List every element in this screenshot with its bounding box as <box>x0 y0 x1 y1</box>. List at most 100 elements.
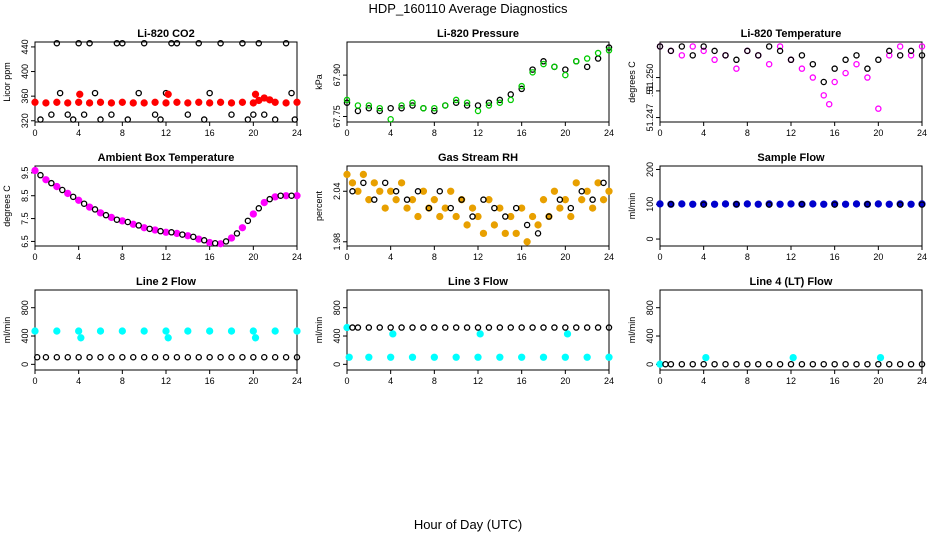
figure-title: HDP_160110 Average Diagnostics <box>368 1 568 16</box>
data-point <box>238 98 247 106</box>
data-point <box>365 102 373 109</box>
data-point <box>398 324 405 331</box>
data-point <box>656 200 664 208</box>
x-tick-label: 16 <box>205 128 215 138</box>
data-point <box>389 330 397 338</box>
data-point <box>31 166 39 175</box>
data-point <box>754 200 762 208</box>
data-point <box>562 324 569 331</box>
data-point <box>491 204 498 212</box>
data-point <box>567 204 575 212</box>
x-tick-label: 4 <box>388 252 393 262</box>
data-point <box>678 200 686 208</box>
x-tick-label: 12 <box>161 376 171 386</box>
x-tick-label: 16 <box>205 376 215 386</box>
y-tick-label: 800 <box>645 300 655 315</box>
data-point <box>173 229 181 238</box>
data-point <box>371 196 378 203</box>
chart-panel: Li-820 CO2 Licor ppm 0 4 8 12 16 20 24 320 360 400 4… <box>2 28 302 138</box>
chart-title: Li-820 Pressure <box>437 28 519 40</box>
data-point <box>551 324 558 331</box>
data-point <box>507 96 514 104</box>
y-axis-label: ml/min <box>627 317 637 344</box>
data-point <box>222 238 230 245</box>
y-tick-label: 360 <box>20 89 30 104</box>
x-tick-label: 8 <box>432 376 437 386</box>
data-point <box>896 360 904 368</box>
data-point <box>678 360 686 368</box>
x-tick-label: 0 <box>344 128 349 138</box>
x-tick-label: 0 <box>657 128 662 138</box>
data-point <box>476 330 484 338</box>
data-point <box>733 201 740 208</box>
data-point <box>539 353 548 361</box>
x-tick-label: 20 <box>560 128 570 138</box>
data-point <box>583 187 591 195</box>
data-point <box>53 39 61 47</box>
data-point <box>91 89 99 97</box>
x-tick-label: 16 <box>830 128 840 138</box>
y-axis-label: percent <box>314 190 324 221</box>
data-point <box>53 327 61 335</box>
data-point <box>140 99 148 107</box>
data-point <box>809 200 817 208</box>
x-tick-label: 8 <box>120 376 125 386</box>
data-point <box>425 204 433 212</box>
data-point <box>228 111 235 118</box>
data-point <box>354 107 362 115</box>
data-point <box>820 200 828 208</box>
data-point <box>485 102 493 109</box>
data-point <box>589 196 596 203</box>
data-point <box>200 116 208 123</box>
data-point <box>37 116 44 123</box>
data-point <box>227 234 236 242</box>
x-tick-label: 20 <box>873 376 883 386</box>
data-point <box>387 353 395 361</box>
data-point <box>108 354 115 361</box>
data-point <box>463 102 471 109</box>
data-point <box>345 353 353 361</box>
data-point <box>151 98 159 106</box>
x-tick-label: 20 <box>248 128 258 138</box>
data-point <box>529 66 536 73</box>
y-axis-label: degrees C <box>627 61 637 103</box>
data-point <box>249 210 257 218</box>
chart-panel: Ambient Box Temperature degrees C 0 4 8 12 16 2… <box>2 152 302 262</box>
data-point <box>594 55 602 62</box>
x-tick-label: 4 <box>701 252 706 262</box>
y-tick-label: 0 <box>645 362 655 367</box>
data-point <box>64 111 72 118</box>
data-point <box>146 225 153 233</box>
data-point <box>102 211 110 219</box>
data-point <box>420 324 427 331</box>
data-point <box>282 39 290 47</box>
data-point <box>825 100 833 108</box>
y-tick-label: 2.04 <box>332 182 342 200</box>
data-point <box>518 85 525 93</box>
chart-panel: Gas Stream RH percent 0 4 8 12 16 20 24 1.98 2.04 <box>314 152 614 262</box>
data-point <box>507 212 515 221</box>
data-point <box>217 354 224 361</box>
data-point <box>572 179 580 187</box>
data-point <box>200 237 208 244</box>
data-point <box>238 224 247 232</box>
y-tick-label: 7.5 <box>20 212 30 225</box>
data-point <box>809 74 817 81</box>
data-point <box>96 209 105 217</box>
data-point <box>820 360 828 368</box>
data-point <box>162 228 170 236</box>
data-point <box>907 200 915 208</box>
data-point <box>573 58 580 65</box>
data-point <box>458 196 465 203</box>
data-point <box>164 90 172 98</box>
data-point <box>420 104 427 112</box>
x-tick-label: 20 <box>560 376 570 386</box>
x-tick-label: 4 <box>76 252 81 262</box>
data-point <box>551 63 558 71</box>
data-point <box>776 47 784 55</box>
data-point <box>409 102 416 109</box>
data-point <box>288 192 295 199</box>
x-tick-label: 24 <box>917 128 927 138</box>
data-point <box>496 99 504 106</box>
data-point <box>271 193 279 201</box>
